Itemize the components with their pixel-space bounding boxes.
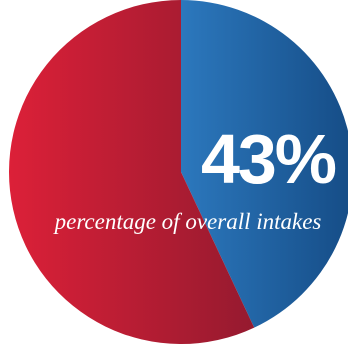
annotation-caption: percentage of overall intakes xyxy=(53,209,322,234)
pie-slice-blue xyxy=(181,0,348,328)
pie-slices xyxy=(8,0,348,344)
pie-slice-red xyxy=(8,0,255,344)
data-label-percent: 43% xyxy=(201,120,336,198)
